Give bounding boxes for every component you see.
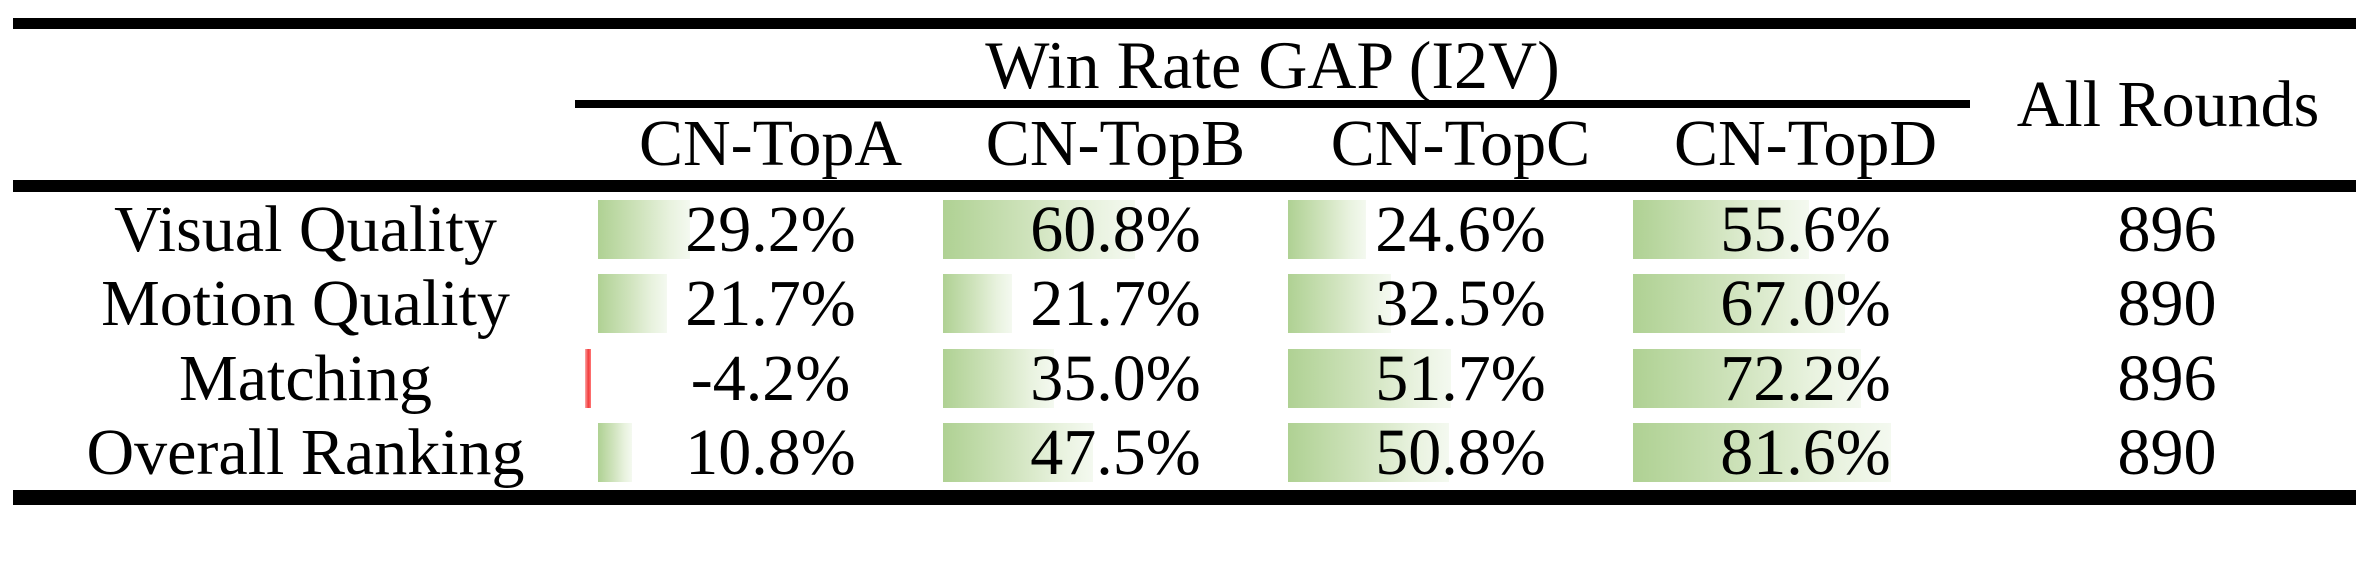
cell-value: 35.0% <box>1030 341 1201 415</box>
cell-value: 47.5% <box>1030 415 1201 489</box>
top-rule <box>13 18 2356 29</box>
cell-value: 51.7% <box>1375 341 1546 415</box>
data-bar <box>943 274 1012 333</box>
value-cell: 72.2% <box>1633 341 1978 416</box>
cell-value: 72.2% <box>1720 341 1891 415</box>
all-rounds-value: 890 <box>2117 266 2217 340</box>
data-bar <box>943 349 1054 408</box>
value-cell: 21.7% <box>943 266 1288 341</box>
cell-value: 29.2% <box>685 192 856 266</box>
value-cell: 67.0% <box>1633 266 1978 341</box>
cell-value: 50.8% <box>1375 415 1546 489</box>
all-rounds-value: 896 <box>2117 192 2217 266</box>
value-cell: 55.6% <box>1633 192 1978 267</box>
all-rounds-value: 890 <box>2117 415 2217 489</box>
data-bar <box>1288 200 1366 259</box>
all-rounds-header: All Rounds <box>2016 67 2320 141</box>
column-header-cn-topa: CN-TopA <box>638 107 903 180</box>
data-bar <box>1633 200 1809 259</box>
cell-value: 67.0% <box>1720 266 1891 340</box>
cell-value: 60.8% <box>1030 192 1201 266</box>
row-label: Visual Quality <box>114 192 497 266</box>
value-cell: 50.8% <box>1288 415 1633 490</box>
table-row-overall-ranking: Overall Ranking 10.8% 47.5% 50.8% 81.6% … <box>0 415 2374 490</box>
table-row-motion-quality: Motion Quality 21.7% 21.7% 32.5% 67.0% 8… <box>0 266 2374 341</box>
value-cell: 10.8% <box>598 415 943 490</box>
cell-value: 24.6% <box>1375 192 1546 266</box>
value-cell: 35.0% <box>943 341 1288 416</box>
all-rounds-value: 896 <box>2117 341 2217 415</box>
data-bar <box>1288 349 1451 408</box>
bottom-rule <box>13 490 2356 505</box>
data-bar <box>1633 349 1861 408</box>
cell-value: -4.2% <box>690 341 851 415</box>
table-title: Win Rate GAP (I2V) <box>985 26 1560 103</box>
value-cell: 24.6% <box>1288 192 1633 267</box>
row-label: Matching <box>179 341 432 415</box>
value-cell: 60.8% <box>943 192 1288 267</box>
value-cell: 47.5% <box>943 415 1288 490</box>
cell-value: 32.5% <box>1375 266 1546 340</box>
row-label: Motion Quality <box>101 266 510 340</box>
data-bar <box>585 349 591 408</box>
column-header-cn-topd: CN-TopD <box>1673 107 1938 180</box>
value-cell: 21.7% <box>598 266 943 341</box>
cell-value: 21.7% <box>1030 266 1201 340</box>
value-cell: 51.7% <box>1288 341 1633 416</box>
data-bar <box>1633 274 1845 333</box>
column-header-cn-topc: CN-TopC <box>1330 107 1591 180</box>
data-bar <box>598 423 632 482</box>
data-bar <box>1288 274 1391 333</box>
cell-value: 81.6% <box>1720 415 1891 489</box>
cell-value: 10.8% <box>685 415 856 489</box>
data-bar <box>1288 423 1449 482</box>
data-bar <box>598 200 690 259</box>
data-bar <box>598 274 667 333</box>
data-bar <box>943 423 1093 482</box>
value-cell: 29.2% <box>598 192 943 267</box>
data-bar <box>943 200 1135 259</box>
column-header-cn-topb: CN-TopB <box>985 107 1246 180</box>
table-row-visual-quality: Visual Quality 29.2% 60.8% 24.6% 55.6% 8… <box>0 192 2374 267</box>
value-cell: 32.5% <box>1288 266 1633 341</box>
cell-value: 21.7% <box>685 266 856 340</box>
title-underline-rule <box>575 100 1970 108</box>
value-cell: 81.6% <box>1633 415 1978 490</box>
row-label: Overall Ranking <box>86 415 525 489</box>
data-bar <box>1633 423 1891 482</box>
header-separator-rule <box>13 180 2356 192</box>
table-row-matching: Matching -4.2% 35.0% 51.7% 72.2% 896 <box>0 341 2374 416</box>
cell-value: 55.6% <box>1720 192 1891 266</box>
value-cell: -4.2% <box>585 341 943 416</box>
